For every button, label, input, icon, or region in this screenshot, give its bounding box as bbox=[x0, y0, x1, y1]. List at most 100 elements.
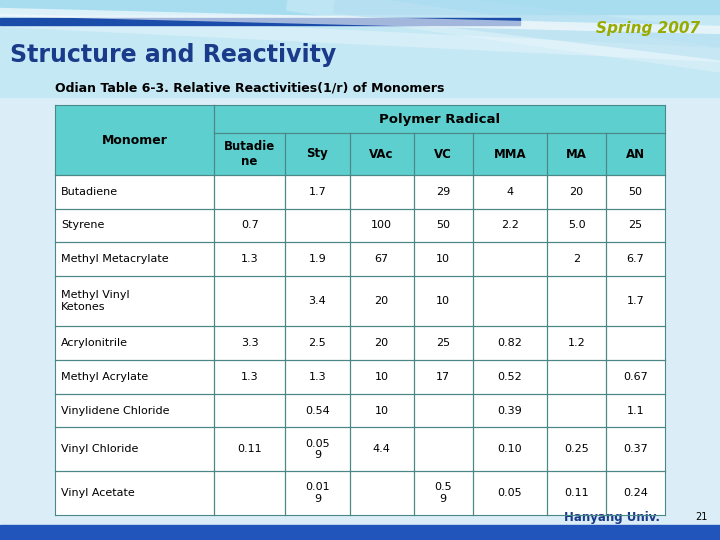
Bar bbox=[547, 327, 606, 360]
Bar bbox=[214, 327, 285, 360]
Text: AN: AN bbox=[626, 147, 645, 160]
Text: 0.10: 0.10 bbox=[498, 444, 522, 454]
Text: 25: 25 bbox=[436, 339, 450, 348]
Bar bbox=[606, 327, 665, 360]
Text: Hanyang Univ.: Hanyang Univ. bbox=[564, 511, 660, 524]
Text: 0.7: 0.7 bbox=[240, 220, 258, 231]
Bar bbox=[214, 133, 285, 175]
Bar bbox=[214, 276, 285, 327]
Bar bbox=[547, 242, 606, 276]
Bar bbox=[55, 242, 214, 276]
Bar bbox=[55, 394, 214, 428]
Bar bbox=[414, 394, 473, 428]
Bar bbox=[214, 105, 665, 133]
Bar bbox=[55, 327, 214, 360]
Text: 0.39: 0.39 bbox=[498, 406, 522, 416]
Bar bbox=[606, 428, 665, 471]
Bar bbox=[414, 276, 473, 327]
Text: Structure and Reactivity: Structure and Reactivity bbox=[10, 43, 336, 67]
Bar bbox=[55, 208, 214, 242]
Bar bbox=[285, 276, 349, 327]
Bar bbox=[349, 175, 414, 208]
Text: Vinyl Chloride: Vinyl Chloride bbox=[61, 444, 138, 454]
Text: 10: 10 bbox=[374, 406, 389, 416]
Text: 0.24: 0.24 bbox=[623, 488, 648, 498]
Text: 21: 21 bbox=[696, 512, 708, 522]
Bar bbox=[349, 394, 414, 428]
Bar bbox=[285, 428, 349, 471]
Bar bbox=[547, 276, 606, 327]
Bar bbox=[547, 208, 606, 242]
Bar bbox=[349, 276, 414, 327]
Text: 5.0: 5.0 bbox=[568, 220, 585, 231]
Bar bbox=[55, 105, 214, 175]
Text: 2.2: 2.2 bbox=[501, 220, 519, 231]
Bar bbox=[349, 133, 414, 175]
Bar bbox=[547, 471, 606, 515]
Text: 0.5
9: 0.5 9 bbox=[434, 482, 452, 504]
Bar bbox=[349, 242, 414, 276]
Bar bbox=[285, 208, 349, 242]
Text: 0.11: 0.11 bbox=[238, 444, 262, 454]
Bar bbox=[55, 360, 214, 394]
Text: 20: 20 bbox=[374, 296, 389, 306]
Bar bbox=[285, 133, 349, 175]
Text: Odian Table 6-3. Relative Reactivities(1/r) of Monomers: Odian Table 6-3. Relative Reactivities(1… bbox=[55, 82, 444, 94]
Text: 0.67: 0.67 bbox=[624, 372, 648, 382]
Bar bbox=[349, 428, 414, 471]
Text: MMA: MMA bbox=[494, 147, 526, 160]
Bar bbox=[349, 471, 414, 515]
Text: 100: 100 bbox=[372, 220, 392, 231]
Text: Polymer Radical: Polymer Radical bbox=[379, 112, 500, 125]
Bar bbox=[414, 133, 473, 175]
Text: 3.3: 3.3 bbox=[240, 339, 258, 348]
Text: 1.7: 1.7 bbox=[626, 296, 644, 306]
Text: Methyl Acrylate: Methyl Acrylate bbox=[61, 372, 148, 382]
Bar bbox=[285, 394, 349, 428]
Text: 1.1: 1.1 bbox=[626, 406, 644, 416]
Text: 67: 67 bbox=[374, 254, 389, 264]
Bar bbox=[547, 133, 606, 175]
Bar bbox=[285, 327, 349, 360]
Text: 0.37: 0.37 bbox=[624, 444, 648, 454]
Text: 10: 10 bbox=[436, 254, 450, 264]
Text: 20: 20 bbox=[570, 187, 584, 197]
Bar bbox=[414, 242, 473, 276]
Bar bbox=[547, 428, 606, 471]
Text: 2: 2 bbox=[573, 254, 580, 264]
Bar bbox=[473, 394, 547, 428]
Bar bbox=[285, 471, 349, 515]
Text: 1.3: 1.3 bbox=[240, 372, 258, 382]
Bar bbox=[55, 175, 214, 208]
Bar bbox=[55, 471, 214, 515]
Text: 1.2: 1.2 bbox=[568, 339, 585, 348]
Bar bbox=[285, 360, 349, 394]
Text: 50: 50 bbox=[629, 187, 642, 197]
Text: 1.9: 1.9 bbox=[308, 254, 326, 264]
Bar bbox=[214, 175, 285, 208]
Text: 25: 25 bbox=[629, 220, 643, 231]
Bar bbox=[473, 133, 547, 175]
Bar bbox=[547, 175, 606, 208]
Bar bbox=[473, 471, 547, 515]
Bar bbox=[55, 276, 214, 327]
Text: 0.05: 0.05 bbox=[498, 488, 522, 498]
Text: MA: MA bbox=[566, 147, 587, 160]
Bar bbox=[414, 360, 473, 394]
Text: 3.4: 3.4 bbox=[308, 296, 326, 306]
Bar bbox=[414, 208, 473, 242]
Bar bbox=[547, 360, 606, 394]
Bar bbox=[349, 360, 414, 394]
Bar bbox=[285, 242, 349, 276]
Bar bbox=[0, 0, 720, 97]
Bar bbox=[606, 394, 665, 428]
Text: 17: 17 bbox=[436, 372, 450, 382]
Text: 1.3: 1.3 bbox=[309, 372, 326, 382]
Text: 0.11: 0.11 bbox=[564, 488, 589, 498]
Text: Sty: Sty bbox=[307, 147, 328, 160]
Bar bbox=[214, 242, 285, 276]
Text: 0.01
9: 0.01 9 bbox=[305, 482, 330, 504]
Text: Butadiene: Butadiene bbox=[61, 187, 118, 197]
Bar bbox=[414, 428, 473, 471]
Bar bbox=[606, 208, 665, 242]
